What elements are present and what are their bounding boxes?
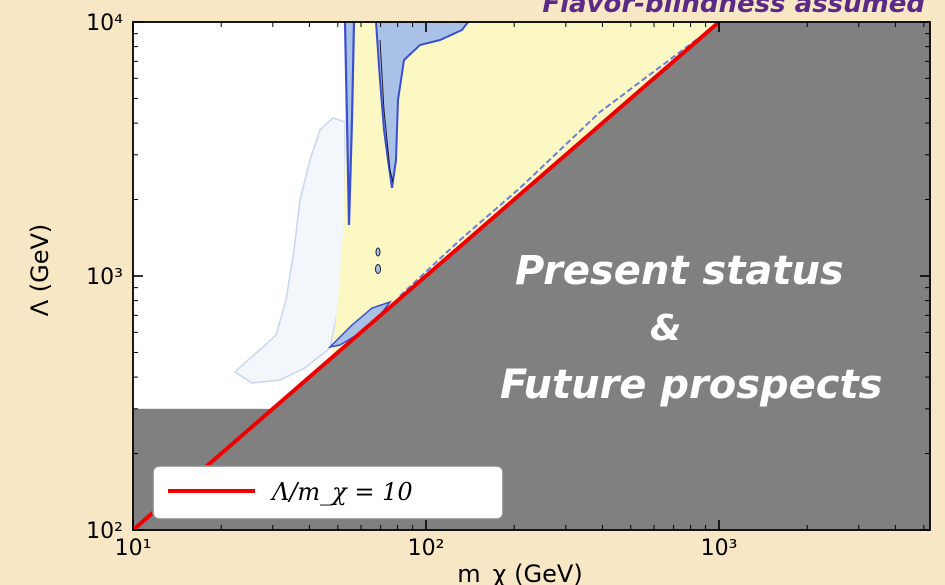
x-axis-ticks: 10¹ 10² 10³ xyxy=(115,22,925,561)
contour-diagonal-edge xyxy=(399,22,721,297)
legend: Λ/m_χ = 10 xyxy=(152,465,504,520)
excluded-region xyxy=(133,22,930,530)
y-tick-label: 10³ xyxy=(86,265,123,290)
header-note: Flavor-blindness assumed xyxy=(542,0,925,19)
plot-layers xyxy=(133,22,930,530)
annotation-line-1: Present status xyxy=(515,248,844,294)
y-tick-label: 10² xyxy=(86,519,123,544)
y-axis-label: Λ (GeV) xyxy=(26,224,54,317)
legend-box xyxy=(152,465,504,520)
annotation-line-2: & xyxy=(650,308,681,349)
x-tick-label: 10¹ xyxy=(115,536,152,561)
x-tick-label: 10³ xyxy=(701,536,738,561)
y-tick-label: 10⁴ xyxy=(86,11,123,36)
legend-label: Λ/m_χ = 10 xyxy=(270,478,413,506)
contour-spike-1 xyxy=(343,22,356,226)
contour-island-1 xyxy=(375,247,381,257)
contour-spike-2 xyxy=(375,22,469,189)
ratio-line xyxy=(133,22,721,530)
faint-allowed-region xyxy=(233,117,346,384)
contour-inner-line xyxy=(379,39,394,183)
y-axis-ticks: 10² 10³ 10⁴ xyxy=(86,11,930,544)
x-tick-label: 10² xyxy=(408,536,445,561)
contour-island-2 xyxy=(375,264,381,274)
annotation-line-3: Future prospects xyxy=(500,362,882,408)
x-axis-label: m_χ (GeV) xyxy=(457,560,582,585)
